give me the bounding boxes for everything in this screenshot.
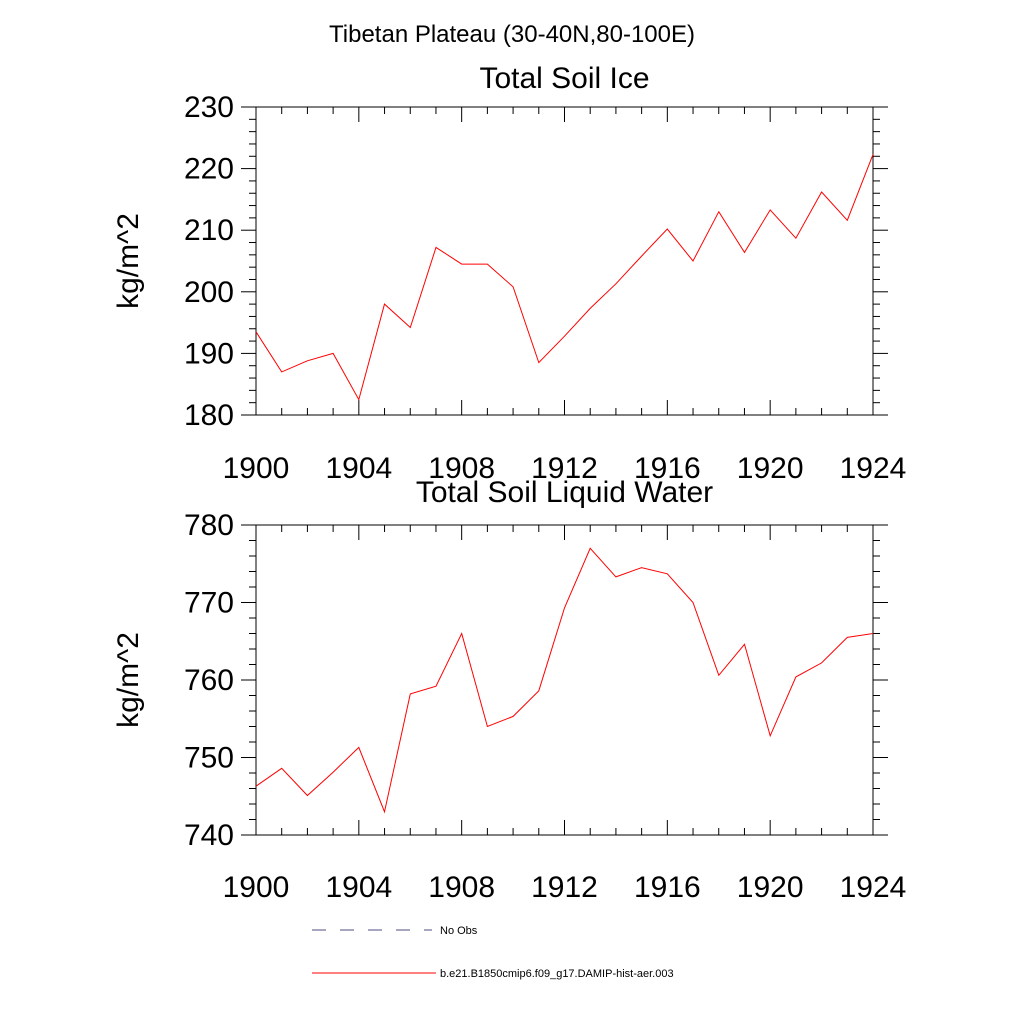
series-line [255,547,874,814]
y-tick-label: 760 [184,664,234,697]
x-tick-label: 1924 [840,871,907,904]
figure-suptitle: Tibetan Plateau (30-40N,80-100E) [329,21,695,48]
x-tick-label: 1916 [634,452,701,485]
x-tick-label: 1904 [325,452,392,485]
x-tick-label: 1924 [840,452,907,485]
x-tick-label: 1908 [428,871,495,904]
y-tick-label: 200 [184,276,234,309]
y-tick-label: 770 [184,587,234,620]
y-axis-label: kg/m^2 [112,213,145,309]
plot-frame [255,106,874,416]
y-tick-label: 210 [184,214,234,247]
legend-label-run: b.e21.B1850cmip6.f09_g17.DAMIP-hist-aer.… [440,968,674,980]
y-tick-label: 780 [184,509,234,542]
y-tick-label: 230 [184,91,234,124]
y-tick-label: 190 [184,337,234,370]
legend-label-no-obs: No Obs [440,925,478,937]
x-tick-label: 1900 [223,452,290,485]
x-tick-label: 1916 [634,871,701,904]
x-tick-label: 1912 [531,452,598,485]
x-tick-label: 1904 [325,871,392,904]
panel-title: Total Soil Ice [479,62,649,95]
legend: No Obs b.e21.B1850cmip6.f09_g17.DAMIP-hi… [312,925,674,980]
y-axis-label: kg/m^2 [112,632,145,728]
x-tick-label: 1912 [531,871,598,904]
panel-title: Total Soil Liquid Water [416,476,713,509]
y-tick-label: 750 [184,742,234,775]
x-tick-label: 1900 [223,871,290,904]
x-tick-label: 1920 [737,871,804,904]
panel-soil-liquid-water: 1900 1904 1908 1912 1916 1920 1924 740 750 760 770… [112,476,906,904]
panel-soil-ice: 1900 1904 1908 1912 1916 1920 1924 180 190 200 210… [112,62,906,485]
plot-frame [255,524,874,836]
series-line [255,154,874,401]
y-tick-label: 220 [184,153,234,186]
x-tick-label: 1908 [428,452,495,485]
y-tick-label: 180 [184,399,234,432]
x-tick-label: 1920 [737,452,804,485]
y-tick-label: 740 [184,819,234,852]
